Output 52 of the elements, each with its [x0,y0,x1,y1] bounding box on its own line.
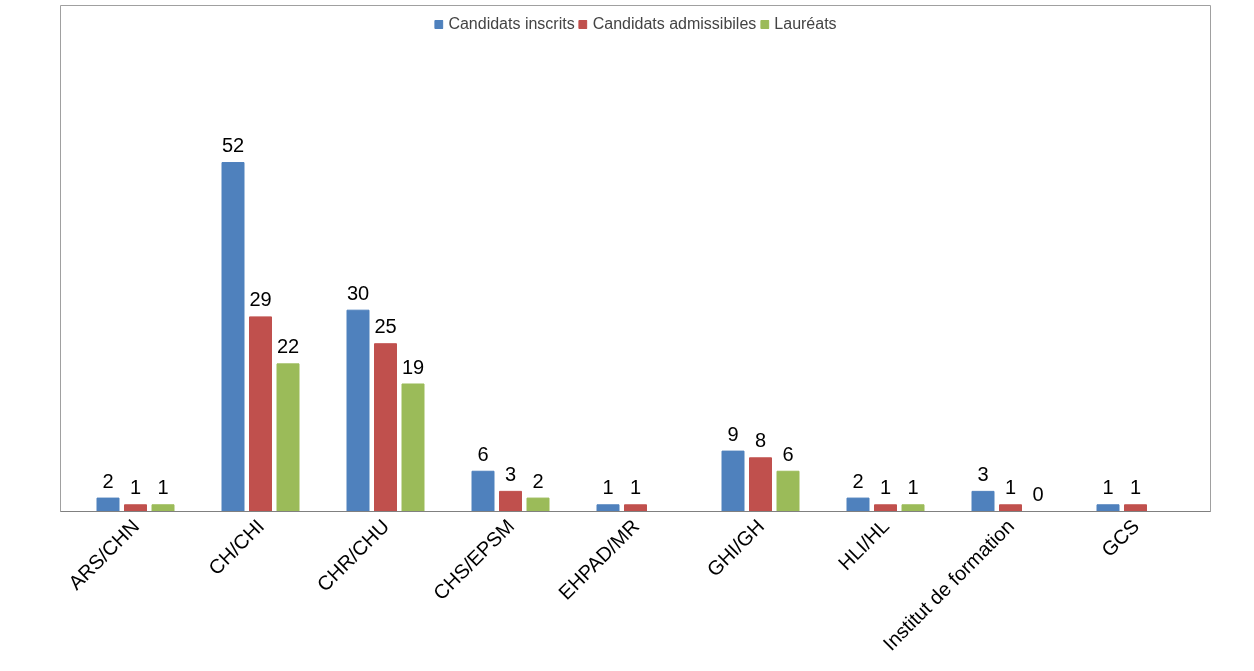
bar [999,504,1022,512]
data-label: 22 [276,335,300,358]
legend-label: Candidats inscrits [448,15,575,33]
data-label: 6 [782,442,794,465]
data-label: 0 [1032,483,1044,506]
data-label: 1 [1102,476,1114,499]
data-label: 1 [879,476,892,499]
bar [1096,504,1120,512]
data-label: 1 [907,476,919,499]
bar [624,504,647,512]
bar [901,504,925,512]
bar [151,504,175,512]
bar [249,316,272,512]
data-label: 9 [727,422,739,445]
bar [96,497,120,512]
data-label: 8 [754,429,767,452]
legend-label: Candidats admissibiles [592,15,757,33]
data-label: 2 [852,469,864,492]
bar [526,497,550,512]
bar [596,504,620,512]
bar [749,457,772,512]
bar [221,162,245,512]
data-label: 3 [977,462,989,485]
bar [971,490,995,512]
data-label: 52 [221,134,245,157]
bar [124,504,147,512]
bar [401,383,425,512]
bar [1124,504,1147,512]
bar [499,490,522,512]
bar [346,309,370,512]
data-label: 1 [629,476,642,499]
data-label: 3 [504,462,517,485]
data-label: 6 [477,442,489,465]
data-label: 1 [157,476,169,499]
data-label: 1 [1129,476,1142,499]
data-label: 1 [602,476,614,499]
bar [846,497,870,512]
legend-label: Lauréats [774,15,837,33]
data-label: 30 [346,281,370,304]
data-label: 2 [102,469,114,492]
data-label: 29 [249,288,272,311]
data-label: 25 [374,315,397,338]
bar [776,470,800,512]
bar [374,343,397,512]
data-label: 19 [401,355,425,378]
data-label: 2 [532,469,544,492]
data-label: 1 [129,476,142,499]
bar [721,450,745,512]
data-label: 1 [1004,476,1017,499]
bar [276,363,300,512]
bar [874,504,897,512]
bar [471,470,495,512]
